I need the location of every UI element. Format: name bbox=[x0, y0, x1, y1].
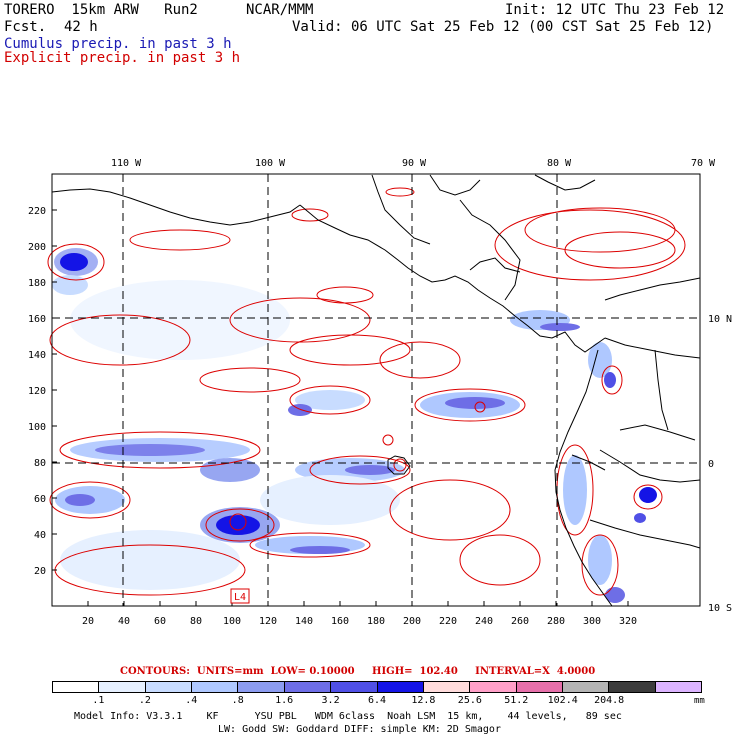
y-tick-label: 140 bbox=[28, 350, 46, 361]
x-tick-label: 140 bbox=[295, 616, 313, 627]
lon-label-100w: 100 W bbox=[255, 158, 286, 169]
colorbar-label: .4 bbox=[185, 695, 198, 706]
colorbar-swatch bbox=[608, 682, 655, 692]
x-tick-label: 100 bbox=[223, 616, 241, 627]
precip-shading bbox=[52, 248, 657, 603]
lat-label-0: 0 bbox=[708, 459, 714, 470]
explicit-precip-contours bbox=[47, 187, 686, 596]
y-tick-label: 120 bbox=[28, 386, 46, 397]
y-tick-labels: 220 200 180 160 140 120 100 80 60 40 20 bbox=[28, 206, 46, 577]
legend-cumulus: Cumulus precip. in past 3 h bbox=[4, 36, 232, 52]
y-tick-label: 60 bbox=[34, 494, 46, 505]
y-tick-label: 20 bbox=[34, 566, 46, 577]
colorbar-label: 6.4 bbox=[367, 695, 387, 706]
x-tick-label: 80 bbox=[190, 616, 202, 627]
colorbar-label: 3.2 bbox=[321, 695, 340, 706]
colorbar-label: 204.8 bbox=[594, 695, 625, 706]
model-info: Model Info: V3.3.1 KF YSU PBL WDM 6class… bbox=[74, 711, 622, 722]
x-tick-labels: 20 40 60 80 100 120 140 160 180 200 220 240 260 280 30… bbox=[82, 616, 637, 627]
colorbar-label: 12.8 bbox=[411, 695, 436, 706]
valid-time: Valid: 06 UTC Sat 25 Feb 12 (00 CST Sat … bbox=[292, 19, 714, 35]
x-tick-label: 160 bbox=[331, 616, 349, 627]
x-tick-label: 200 bbox=[403, 616, 421, 627]
colorbar-label: 51.2 bbox=[504, 695, 529, 706]
colorbar-swatch bbox=[561, 682, 609, 692]
map-frame bbox=[51, 173, 701, 607]
colorbar-label: 102.4 bbox=[547, 695, 578, 706]
graticule bbox=[52, 174, 700, 606]
y-tick-label: 80 bbox=[34, 458, 46, 469]
x-tick-label: 20 bbox=[82, 616, 94, 627]
colorbar-swatch bbox=[53, 682, 99, 692]
colorbar-unit: mm bbox=[694, 696, 705, 706]
y-tick-label: 220 bbox=[28, 206, 46, 217]
low-marker: L4 bbox=[234, 592, 246, 603]
low-marker-box bbox=[230, 588, 250, 604]
contours-info: CONTOURS: UNITS=mm LOW= 0.10000 HIGH= 10… bbox=[120, 666, 596, 677]
y-tick-label: 160 bbox=[28, 314, 46, 325]
lon-label-80w: 80 W bbox=[547, 158, 572, 169]
init-time: Init: 12 UTC Thu 23 Feb 12 bbox=[505, 2, 725, 18]
colorbar-swatch bbox=[330, 682, 377, 692]
org-label: NCAR/MMM bbox=[246, 2, 314, 18]
lat-label-10n: 10 N bbox=[708, 314, 732, 325]
colorbar-label: .2 bbox=[138, 695, 151, 706]
coastlines bbox=[51, 174, 701, 607]
x-tick-label: 320 bbox=[619, 616, 637, 627]
colorbar-label: 1.6 bbox=[275, 695, 294, 706]
colorbar-swatch bbox=[283, 682, 331, 692]
colorbar-swatch bbox=[144, 682, 192, 692]
x-tick-label: 260 bbox=[511, 616, 529, 627]
colorbar-swatch bbox=[654, 682, 702, 692]
colorbar-labels: .1 .2 .4 .8 1.6 3.2 6.4 12.8 25.6 51.2 102.4 204.8 bbox=[0, 695, 740, 707]
colorbar-label: .8 bbox=[231, 695, 244, 706]
x-tick-label: 40 bbox=[118, 616, 130, 627]
colorbar bbox=[52, 681, 702, 693]
colorbar-swatch bbox=[98, 682, 145, 692]
colorbar-swatch bbox=[376, 682, 423, 692]
model-title: TORERO 15km ARW Run2 bbox=[4, 2, 198, 18]
y-tick-label: 100 bbox=[28, 422, 46, 433]
x-tick-label: 120 bbox=[259, 616, 277, 627]
lon-label-70w: 70 W bbox=[691, 158, 716, 169]
model-physics: LW: Godd SW: Goddard DIFF: simple KM: 2D… bbox=[218, 724, 501, 735]
colorbar-swatch bbox=[237, 682, 284, 692]
x-tick-label: 300 bbox=[583, 616, 601, 627]
axis-ticks bbox=[52, 209, 629, 606]
colorbar-swatch bbox=[469, 682, 516, 692]
y-tick-label: 40 bbox=[34, 530, 46, 541]
x-tick-label: 180 bbox=[367, 616, 385, 627]
forecast-hour: 42 h bbox=[64, 19, 98, 35]
forecast-label: Fcst. bbox=[4, 19, 47, 35]
colorbar-label: 25.6 bbox=[457, 695, 482, 706]
colorbar-swatch bbox=[515, 682, 562, 692]
lat-label-10s: 10 S bbox=[708, 603, 732, 614]
y-tick-label: 200 bbox=[28, 242, 46, 253]
x-tick-label: 220 bbox=[439, 616, 457, 627]
lon-label-90w: 90 W bbox=[402, 158, 427, 169]
x-tick-label: 240 bbox=[475, 616, 493, 627]
colorbar-swatch bbox=[191, 682, 238, 692]
x-tick-label: 60 bbox=[154, 616, 166, 627]
y-tick-label: 180 bbox=[28, 278, 46, 289]
x-tick-label: 280 bbox=[547, 616, 565, 627]
lon-label-110w: 110 W bbox=[111, 158, 142, 169]
legend-explicit: Explicit precip. in past 3 h bbox=[4, 50, 241, 66]
colorbar-label: .1 bbox=[92, 695, 105, 706]
colorbar-swatch bbox=[422, 682, 470, 692]
